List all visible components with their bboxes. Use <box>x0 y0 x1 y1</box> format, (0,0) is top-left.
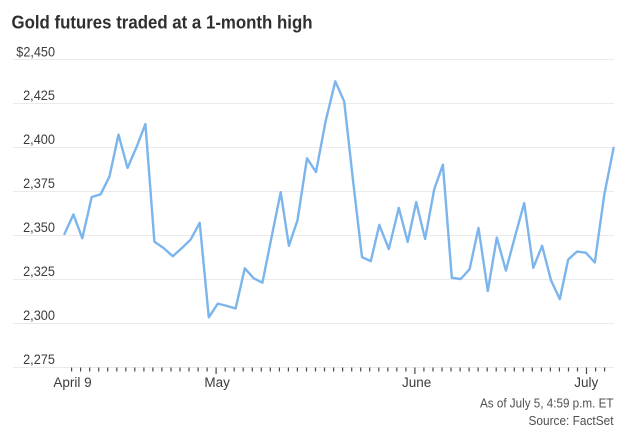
svg-text:2,275: 2,275 <box>23 352 55 367</box>
svg-text:2,400: 2,400 <box>23 132 55 147</box>
svg-text:2,425: 2,425 <box>23 88 55 103</box>
svg-text:2,325: 2,325 <box>23 264 55 279</box>
svg-text:May: May <box>204 375 230 390</box>
svg-text:As of July 5, 4:59 p.m. ET: As of July 5, 4:59 p.m. ET <box>480 396 614 411</box>
svg-text:April 9: April 9 <box>53 375 91 390</box>
svg-text:2,375: 2,375 <box>23 176 55 191</box>
svg-text:2,350: 2,350 <box>23 220 55 235</box>
svg-text:June: June <box>402 375 431 390</box>
svg-text:July: July <box>574 375 598 390</box>
svg-text:2,300: 2,300 <box>23 308 55 323</box>
svg-text:Source: FactSet: Source: FactSet <box>529 413 614 428</box>
svg-text:Gold futures traded at a 1-mon: Gold futures traded at a 1-month high <box>12 12 313 33</box>
svg-text:$2,450: $2,450 <box>16 44 55 59</box>
